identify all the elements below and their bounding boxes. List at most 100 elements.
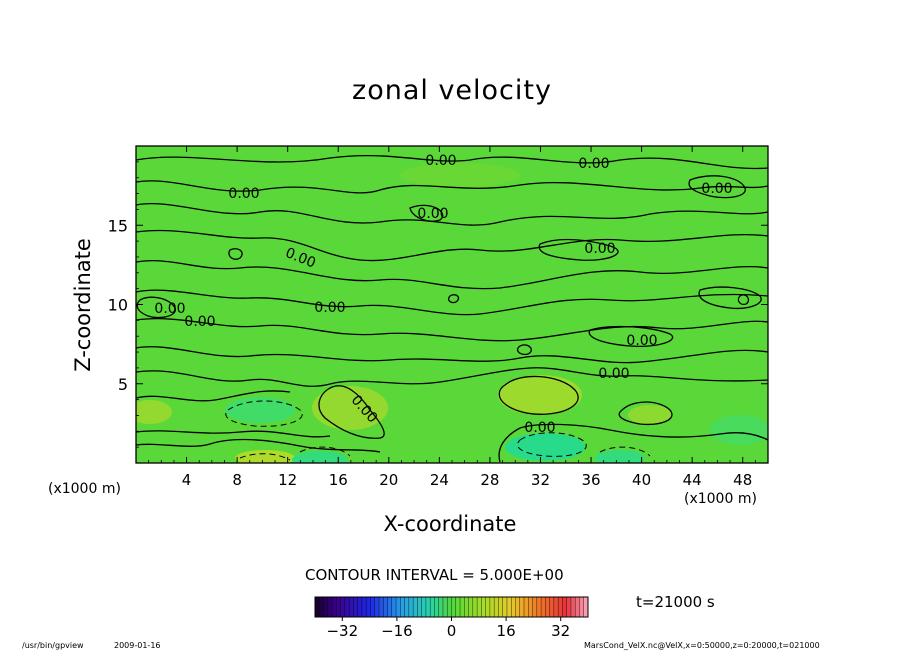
- contour-value-label: 0.00: [701, 181, 732, 197]
- colorbar-cell: [498, 597, 504, 617]
- colorbar-cell: [455, 597, 461, 617]
- colorbar-tick-label: −32: [326, 622, 358, 640]
- colorbar-tick-label: −16: [381, 622, 413, 640]
- x-tick-label: 44: [683, 471, 702, 489]
- colorbar-cell: [344, 597, 350, 617]
- colorbar-cell: [558, 597, 563, 617]
- chart-title: zonal velocity: [352, 75, 552, 106]
- colorbar-cell: [489, 597, 495, 617]
- colorbar: −32 −16 0 16 32: [314, 596, 589, 640]
- footer-info: MarsCond_VelX.nc@VelX,x=0:50000,z=0:2000…: [584, 641, 820, 650]
- y-axis: 5 10 15: [108, 161, 768, 448]
- contour-lines: [136, 154, 768, 463]
- colorbar-cell: [340, 597, 346, 617]
- field-patches: [136, 163, 768, 463]
- colorbar-tick-label: 16: [497, 622, 516, 640]
- colorbar-cell: [553, 597, 559, 617]
- warm-patch: [235, 450, 295, 463]
- contour-value-label: 0.00: [578, 156, 609, 172]
- y-axis-label: Z-coordinate: [71, 238, 95, 372]
- colorbar-cell: [511, 597, 516, 617]
- x-tick-label: 24: [430, 471, 449, 489]
- cool-patch: [710, 415, 768, 445]
- colorbar-cell: [349, 597, 354, 617]
- colorbar-tick-label: 0: [447, 622, 457, 640]
- y-tick-label: 10: [108, 296, 128, 315]
- warm-patch: [628, 405, 672, 425]
- colorbar-cell: [464, 597, 470, 617]
- contour-value-label: 0.00: [184, 314, 215, 330]
- warm-patch: [400, 163, 520, 187]
- contour-value-label: 0.00: [314, 300, 345, 316]
- colorbar-cell: [506, 597, 512, 617]
- x-tick-label: 4: [182, 471, 192, 489]
- colorbar-cell: [562, 597, 568, 617]
- contour-value-label: 0.00: [524, 420, 555, 436]
- colorbar-cell: [327, 597, 333, 617]
- colorbar-cell: [536, 597, 542, 617]
- colorbar-cell: [374, 597, 380, 617]
- contour-value-label: 0.00: [626, 333, 657, 349]
- contour-value-label: 0.00: [425, 153, 456, 169]
- colorbar-cell: [336, 597, 342, 617]
- x-tick-label: 28: [480, 471, 499, 489]
- warm-patch: [312, 386, 388, 430]
- colorbar-cell: [460, 597, 465, 617]
- colorbar-cell: [378, 597, 384, 617]
- colorbar-cell: [485, 597, 491, 617]
- footer-date: 2009-01-16: [114, 641, 161, 650]
- time-label: t=21000 s: [636, 593, 715, 611]
- colorbar-cell: [315, 597, 320, 617]
- x-tick-label: 48: [733, 471, 752, 489]
- colorbar-tick-label: 32: [551, 622, 570, 640]
- colorbar-cell: [468, 597, 474, 617]
- colorbar-cell: [361, 597, 367, 617]
- colorbar-cell: [477, 597, 482, 617]
- colorbar-cell: [481, 597, 487, 617]
- warm-patch: [136, 400, 172, 424]
- x-tick-label: 20: [379, 471, 398, 489]
- colorbar-cell: [528, 597, 534, 617]
- colorbar-cell: [524, 597, 529, 617]
- colorbar-cell: [404, 597, 410, 617]
- colorbar-cell: [353, 597, 359, 617]
- x-tick-label: 40: [632, 471, 651, 489]
- cool-patch: [505, 433, 585, 461]
- plot-area: [135, 145, 769, 464]
- colorbar-cell: [413, 597, 418, 617]
- colorbar-cell: [532, 597, 538, 617]
- colorbar-cell: [425, 597, 431, 617]
- colorbar-cell: [332, 597, 337, 617]
- y-tick-label: 5: [118, 375, 128, 394]
- colorbar-cell: [545, 597, 551, 617]
- cool-patch: [595, 450, 645, 463]
- colorbar-cell: [515, 597, 521, 617]
- colorbar-cell: [366, 597, 371, 617]
- contour-value-label: 0.00: [598, 366, 629, 382]
- colorbar-cell: [396, 597, 401, 617]
- x-unit-label-left: (x1000 m): [48, 481, 121, 497]
- cool-patch: [292, 451, 348, 463]
- x-tick-label: 12: [278, 471, 297, 489]
- footer-path: /usr/bin/gpview: [22, 641, 84, 650]
- x-unit-label-right: (x1000 m): [684, 491, 757, 507]
- colorbar-cell: [541, 597, 546, 617]
- colorbar-cell: [417, 597, 423, 617]
- contour-value-label: 0.00: [417, 206, 448, 222]
- colorbar-cell: [583, 597, 589, 617]
- colorbar-cell: [472, 597, 478, 617]
- colorbar-cell: [502, 597, 508, 617]
- warm-patch: [498, 375, 582, 415]
- colorbar-cell: [442, 597, 448, 617]
- y-tick-label: 15: [108, 216, 128, 235]
- contour-value-label: 0.00: [154, 301, 185, 317]
- colorbar-cell: [370, 597, 376, 617]
- colorbar-cell: [566, 597, 572, 617]
- contour-value-label: 0.00: [584, 241, 615, 257]
- contour-value-label: 0.00: [228, 186, 259, 202]
- colorbar-cell: [421, 597, 427, 617]
- colorbar-cell: [579, 597, 585, 617]
- colorbar-cell: [357, 597, 363, 617]
- colorbar-cell: [408, 597, 414, 617]
